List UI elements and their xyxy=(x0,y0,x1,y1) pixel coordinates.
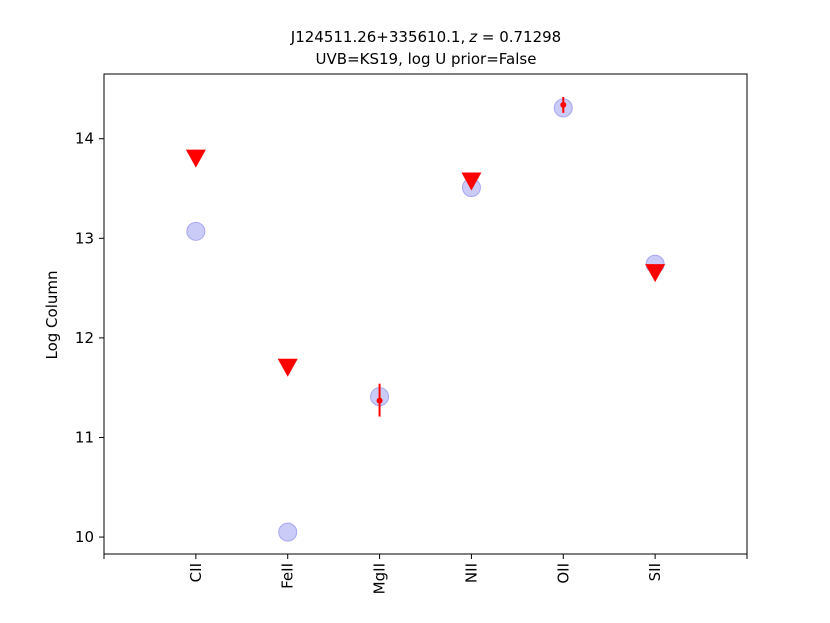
data-point-circle xyxy=(278,522,298,542)
plot-frame xyxy=(103,73,748,555)
x-tick-label: SII xyxy=(646,563,664,581)
chart-title: J124511.26+335610.1, z = 0.71298 xyxy=(290,28,561,46)
measurement-point xyxy=(376,397,383,404)
y-axis-label: Log Column xyxy=(43,270,61,359)
title-object: J124511.26+335610.1, xyxy=(290,28,465,46)
x-tick-label: OII xyxy=(554,563,572,584)
y-tick-label: 14 xyxy=(75,130,94,148)
title-z-value: = 0.71298 xyxy=(477,28,561,46)
upper-limit-marker xyxy=(277,358,298,377)
x-tick-label: FeII xyxy=(279,563,297,589)
x-tick-label: CII xyxy=(187,563,205,582)
upper-limit-marker xyxy=(461,172,482,191)
y-tick-label: 12 xyxy=(75,329,94,347)
y-tick-label: 10 xyxy=(75,528,94,546)
upper-limit-marker xyxy=(185,149,206,168)
upper-limit-marker xyxy=(645,264,666,283)
data-point-circle xyxy=(186,221,206,241)
measurement-point xyxy=(560,101,567,108)
chart-subtitle: UVB=KS19, log U prior=False xyxy=(316,50,537,68)
title-z-symbol: z xyxy=(468,28,478,46)
y-tick-label: 13 xyxy=(75,229,94,247)
x-tick-label: MgII xyxy=(371,563,389,594)
x-tick-label: NII xyxy=(462,563,480,583)
y-tick-label: 11 xyxy=(75,428,94,446)
